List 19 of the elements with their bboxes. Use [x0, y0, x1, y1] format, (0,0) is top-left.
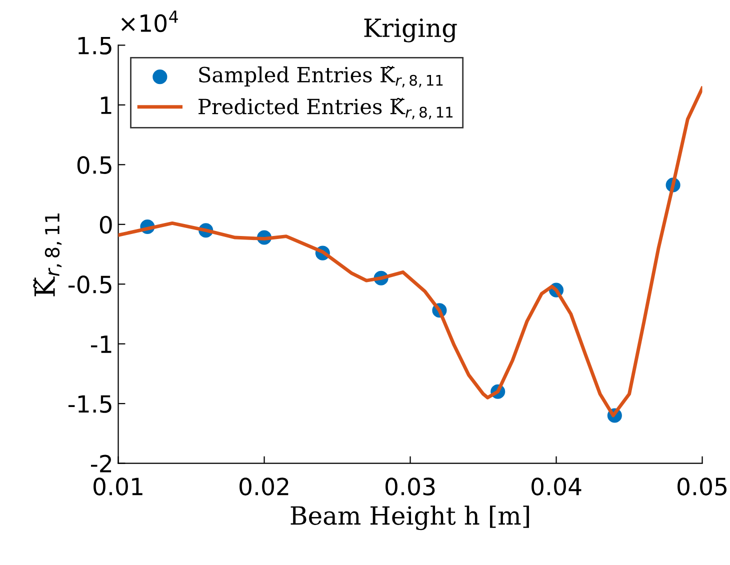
- x-axis-title: Beam Height h [m]: [290, 506, 529, 530]
- chart-title: Kriging: [364, 18, 457, 42]
- y-tick-label: -1: [91, 336, 112, 353]
- x-tick-label: 0.01: [94, 478, 142, 496]
- legend-label: Sampled Entries K̃$_{r,8,11}$: [199, 66, 443, 88]
- x-tick-label: 0.05: [678, 478, 726, 496]
- y-tick-label: 0: [100, 216, 112, 234]
- y-tick-label: 1: [100, 96, 112, 114]
- x-tick-label: 0.03: [386, 478, 435, 496]
- x-tick-label: 0.02: [240, 478, 288, 496]
- y-tick-label: -1.5: [68, 395, 112, 413]
- y-tick-label: 0.5: [77, 156, 112, 174]
- y-tick-label: 1.5: [78, 36, 112, 55]
- y-tick-label: -0.5: [68, 276, 112, 294]
- y-tick-label: -2: [91, 454, 112, 472]
- legend-label: Predicted Entries K̃$_{r,8,11}$: [198, 98, 453, 120]
- x-tick-label: 0.04: [532, 478, 582, 496]
- y-axis-title: K̃$_{r,8,11}$: [33, 213, 62, 296]
- text: ×10$^{4}$: [122, 10, 178, 32]
